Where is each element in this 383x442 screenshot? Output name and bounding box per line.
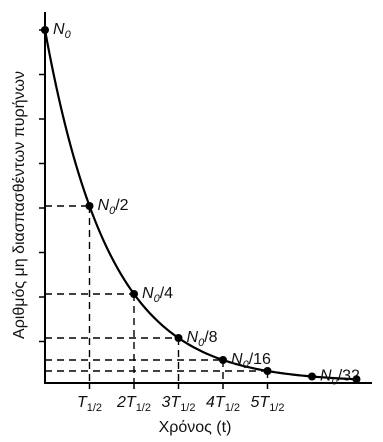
x-tick-label: 4T1/2: [206, 394, 240, 414]
point-label: N0/8: [187, 329, 218, 349]
x-tick-labels: T1/2 2T1/2 3T1/2 4T1/2 5T1/2: [77, 394, 285, 414]
decay-curve: [43, 29, 357, 381]
data-point: [308, 372, 316, 381]
y-axis-title: Αριθμός μη διασπασθέντων πυρήνων: [11, 71, 28, 339]
data-point: [219, 356, 227, 364]
x-axis-title: Χρόνος (t): [159, 419, 232, 436]
data-point: [352, 375, 361, 384]
point-labels: N0 N0/2 N0/4 N0/8 N0/16 N0/32: [53, 21, 360, 388]
data-point: [130, 290, 138, 298]
axes: [39, 12, 372, 389]
data-point: [85, 202, 94, 210]
x-tick-label: 5T1/2: [251, 394, 285, 414]
data-point: [174, 334, 183, 342]
x-tick-label: 3T1/2: [162, 394, 196, 414]
data-points: [41, 26, 361, 384]
data-point: [41, 26, 49, 34]
dashed-guides: [45, 205, 269, 383]
point-label: N0/16: [231, 351, 271, 371]
x-tick-label: 2T1/2: [116, 394, 151, 414]
data-point: [263, 367, 272, 375]
point-label: N0/2: [98, 197, 129, 217]
point-label: N0/4: [142, 285, 173, 305]
point-label: N0/32: [320, 368, 360, 388]
x-tick-label: T1/2: [77, 394, 102, 414]
point-label: N0: [53, 21, 72, 41]
